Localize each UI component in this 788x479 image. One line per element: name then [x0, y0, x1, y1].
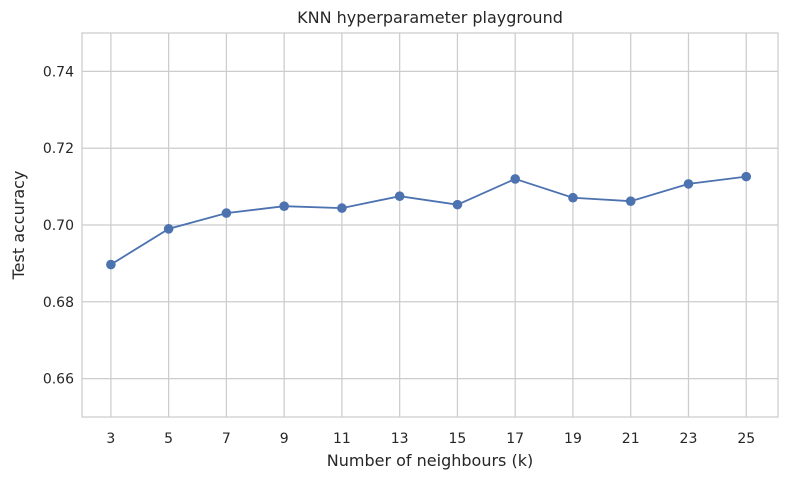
x-tick-label: 23: [680, 431, 698, 447]
x-tick-label: 21: [622, 431, 640, 447]
y-tick-labels: 0.66 0.68 0.70 0.72 0.74: [43, 64, 74, 387]
y-tick-label: 0.66: [43, 372, 74, 388]
x-tick-label: 25: [737, 431, 755, 447]
x-tick-label: 7: [222, 431, 231, 447]
data-point: [741, 171, 752, 182]
data-point: [221, 208, 232, 218]
series-markers: [106, 171, 752, 270]
y-tick-label: 0.72: [43, 141, 74, 157]
x-gridlines: [110, 33, 747, 417]
y-axis-label: Test accuracy: [9, 171, 28, 281]
y-tick-label: 0.74: [43, 64, 74, 80]
x-tick-labels: 3 5 7 9 11 13 15 17 19 21 23 25: [106, 431, 755, 447]
chart-title: KNN hyperparameter playground: [297, 8, 563, 27]
series-line: [110, 175, 747, 266]
x-tick-label: 15: [449, 431, 467, 447]
data-point: [106, 259, 116, 270]
y-gridlines: [82, 70, 778, 380]
y-tick-label: 0.70: [43, 218, 74, 234]
x-tick-label: 3: [106, 431, 115, 447]
data-point: [337, 203, 347, 213]
x-tick-label: 11: [333, 431, 351, 447]
data-point: [568, 192, 578, 203]
x-tick-label: 19: [564, 431, 582, 447]
x-tick-label: 9: [280, 431, 289, 447]
data-point: [394, 191, 405, 201]
x-tick-label: 13: [391, 431, 409, 447]
x-tick-label: 5: [164, 431, 173, 447]
y-tick-label: 0.68: [43, 295, 74, 311]
plot-frame: [81, 32, 779, 418]
data-point: [510, 174, 520, 184]
data-point: [625, 196, 636, 206]
x-tick-label: 17: [506, 431, 524, 447]
data-point: [452, 199, 463, 210]
plot-area: [81, 32, 779, 418]
data-point: [683, 179, 694, 189]
data-point: [163, 224, 174, 234]
data-point: [279, 201, 289, 211]
x-axis-label: Number of neighbours (k): [327, 451, 533, 470]
